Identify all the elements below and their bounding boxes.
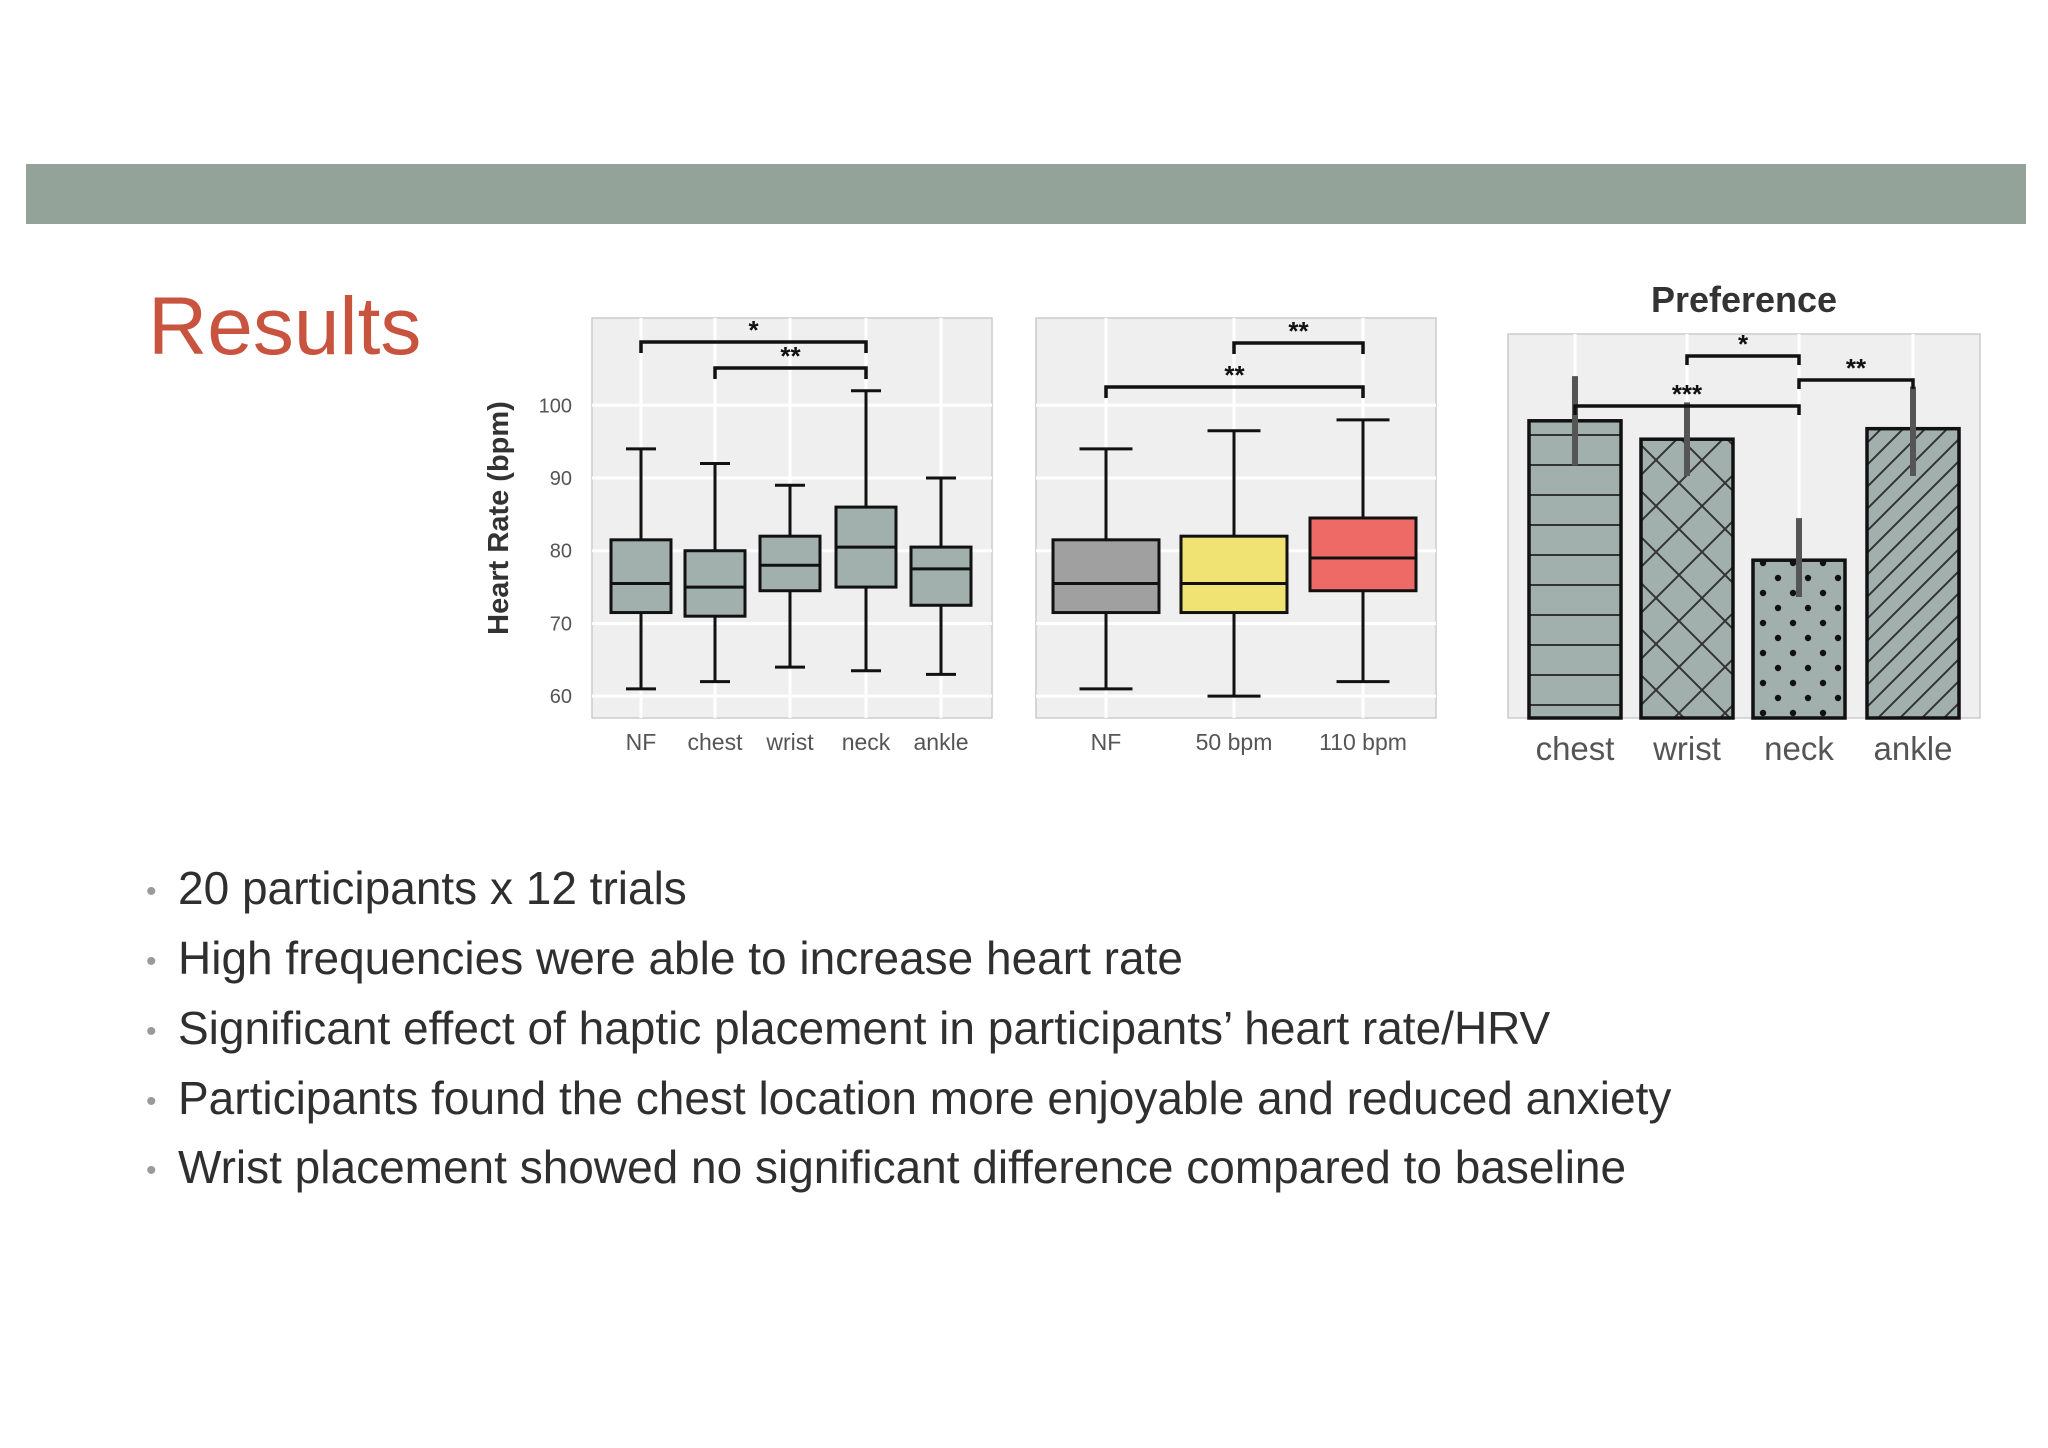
bullet-text: 20 participants x 12 trials (178, 862, 687, 914)
bar-pattern (1639, 437, 1735, 720)
header-band (26, 164, 2026, 224)
plot-background (591, 317, 993, 719)
x-tick-label: wrist (765, 729, 814, 755)
x-tick-label: neck (842, 729, 891, 755)
x-tick-label: chest (688, 729, 744, 755)
bullet-item: • 20 participants x 12 trials (146, 862, 2006, 915)
bullet-dot-icon: • (146, 1154, 157, 1188)
bullet-dot-icon: • (146, 1084, 157, 1118)
bullet-dot-icon: • (146, 1014, 157, 1048)
bullet-text: High frequencies were able to increase h… (178, 931, 1183, 984)
y-tick-label: 70 (550, 613, 572, 635)
significance-label: *** (1672, 379, 1703, 409)
x-tick-label: 110 bpm (1319, 729, 1407, 755)
box-iqr (1051, 538, 1161, 615)
significance-bracket (1685, 354, 1801, 365)
box-iqr (609, 538, 673, 615)
bullet-dot-icon: • (146, 875, 157, 908)
x-tick-label: ankle (914, 729, 969, 755)
y-tick-label: 90 (550, 468, 572, 490)
bullet-item: • High frequencies were able to increase … (146, 932, 2006, 985)
significance-bracket (639, 340, 868, 353)
bullet-text: Participants found the chest location mo… (178, 1071, 1672, 1124)
chart-title: Preference (1651, 279, 1837, 320)
box-iqr (1308, 516, 1418, 593)
slide-title: Results (148, 281, 422, 372)
significance-label: ** (1224, 360, 1245, 390)
x-tick-label: 50 bpm (1196, 729, 1273, 755)
significance-bracket (1797, 378, 1915, 389)
bullet-list: • 20 participants x 12 trials • High frequ… (146, 862, 2006, 1211)
charts-canvas: Heart Rate (bpm) 60 70 80 90 100 NF chest wrist n… (483, 279, 1981, 767)
significance-label: * (748, 315, 759, 345)
x-tick-label: neck (1764, 730, 1834, 767)
x-tick-label: NF (1091, 729, 1122, 755)
significance-bracket (1232, 341, 1365, 354)
x-tick-label: NF (626, 729, 657, 755)
y-tick-label: 100 (539, 395, 572, 417)
significance-label: ** (780, 341, 801, 371)
x-tick-label: ankle (1874, 730, 1953, 767)
significance-bracket (1573, 404, 1801, 415)
significance-bracket (1104, 385, 1365, 398)
x-tick-label: wrist (1652, 730, 1721, 767)
bar-pattern (1865, 426, 1961, 720)
significance-bracket (713, 366, 868, 379)
heart-rate-frequency-boxplot: NF 50 bpm 110 bpm ** ** (1035, 316, 1437, 755)
bullet-item: • Participants found the chest location m… (146, 1072, 2006, 1125)
box-iqr (1179, 534, 1289, 615)
significance-label: ** (1846, 353, 1867, 383)
y-axis-label: Heart Rate (bpm) (483, 401, 515, 635)
bullet-item: • Significant effect of haptic placement … (146, 1002, 2006, 1055)
significance-label: * (1738, 329, 1749, 359)
box-iqr (909, 545, 973, 607)
bullet-item: • Wrist placement showed no significant d… (146, 1141, 2006, 1194)
box-iqr (758, 534, 822, 593)
bullet-dot-icon: • (146, 944, 157, 978)
significance-label: ** (1288, 316, 1309, 346)
box-iqr (683, 549, 747, 618)
bullet-text: Significant effect of haptic placement i… (178, 1001, 1551, 1054)
bullet-text: Wrist placement showed no significant di… (178, 1141, 1627, 1194)
y-tick-label: 80 (550, 541, 572, 563)
x-tick-label: chest (1536, 730, 1615, 767)
heart-rate-placement-boxplot: Heart Rate (bpm) 60 70 80 90 100 NF chest wrist n… (483, 315, 993, 755)
y-tick-label: 60 (550, 686, 572, 708)
